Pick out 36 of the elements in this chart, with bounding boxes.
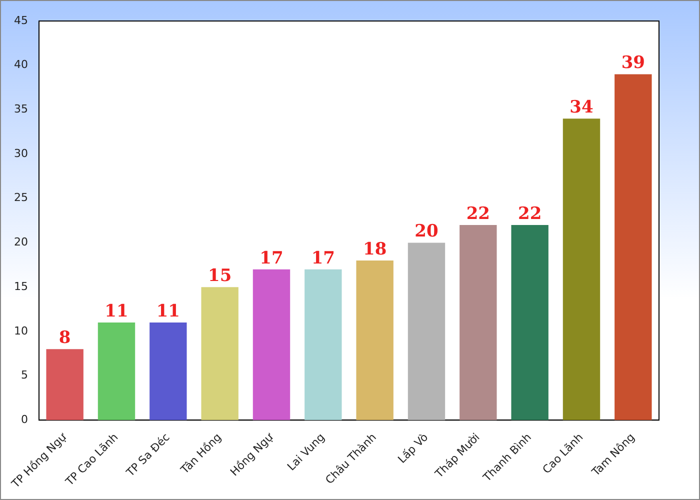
data-label: 11 [156,301,180,322]
bar [304,269,342,420]
data-label: 17 [311,248,335,268]
bar [356,260,394,420]
data-label: 22 [466,204,490,224]
y-tick-label: 25 [14,191,28,204]
y-tick-label: 40 [14,58,28,72]
bar [460,224,497,420]
data-label: 39 [621,53,646,74]
data-label: 18 [362,239,387,260]
data-label: 15 [208,266,232,286]
bar [614,74,652,420]
bar [562,118,600,420]
y-tick-label: 15 [14,280,28,293]
data-label: 17 [260,248,284,268]
y-tick-label: 0 [20,412,28,426]
bar [252,269,290,420]
data-label: 11 [104,301,128,322]
y-tick-label: 5 [20,368,28,382]
data-label: 8 [58,328,71,348]
data-label: 20 [414,222,438,242]
bar [150,322,187,420]
data-label: 22 [518,204,542,224]
y-tick-label: 20 [14,236,28,249]
y-tick-label: 35 [14,102,28,116]
x-tick-label: TP Sa Đéc [123,430,172,480]
bar [98,322,136,420]
y-tick-label: 30 [14,146,28,160]
x-tick-label: Lấp Vò [395,430,431,466]
bar [201,287,238,420]
bar [511,224,548,420]
bar [46,349,84,420]
y-tick-label: 45 [14,14,28,27]
y-tick-label: 10 [14,324,28,338]
data-label: 34 [570,97,594,118]
bar [408,242,446,420]
